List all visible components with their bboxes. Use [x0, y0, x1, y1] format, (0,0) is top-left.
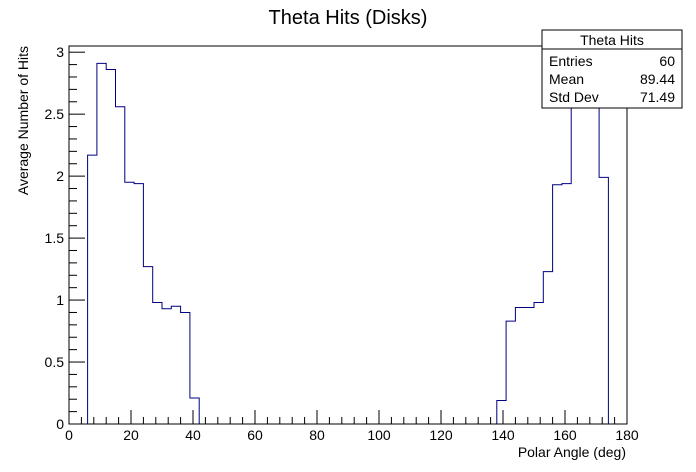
stats-box: Theta Hits Entries 60 Mean 89.44 Std Dev…: [541, 29, 683, 109]
stats-stddev-label: Std Dev: [549, 89, 599, 105]
y-tick-label: 0: [56, 416, 64, 432]
stats-mean-value: 89.44: [640, 71, 675, 87]
x-tick-label: 80: [309, 427, 325, 443]
y-tick-label: 0.5: [45, 354, 65, 370]
y-tick-label: 2.5: [45, 106, 65, 122]
x-tick-label: 160: [553, 427, 577, 443]
x-tick-label: 0: [65, 427, 73, 443]
y-axis-ticks: 0 0.5 1 1.5 2 2.5 3: [45, 44, 85, 432]
x-tick-label: 120: [429, 427, 453, 443]
stats-entries-value: 60: [659, 53, 675, 69]
x-tick-label: 180: [615, 427, 639, 443]
x-axis-title: Polar Angle (deg): [518, 444, 626, 460]
x-axis-ticks: 0 20 40 60 80 100 120 140 160 180: [65, 410, 639, 443]
stats-box-title: Theta Hits: [580, 32, 644, 48]
x-tick-label: 60: [247, 427, 263, 443]
stats-stddev-value: 71.49: [640, 89, 675, 105]
y-axis-title: Average Number of Hits: [15, 46, 31, 195]
chart-title: Theta Hits (Disks): [269, 7, 428, 29]
x-tick-label: 140: [491, 427, 515, 443]
stats-mean-label: Mean: [549, 71, 584, 87]
histogram-line: [87, 62, 609, 425]
y-tick-label: 1.5: [45, 230, 65, 246]
y-tick-label: 3: [56, 44, 64, 60]
x-tick-label: 40: [185, 427, 201, 443]
stats-entries-label: Entries: [549, 53, 593, 69]
x-tick-label: 100: [367, 427, 391, 443]
x-tick-label: 20: [123, 427, 139, 443]
y-tick-label: 2: [56, 168, 64, 184]
plot-frame: [68, 45, 628, 425]
y-tick-label: 1: [56, 292, 64, 308]
